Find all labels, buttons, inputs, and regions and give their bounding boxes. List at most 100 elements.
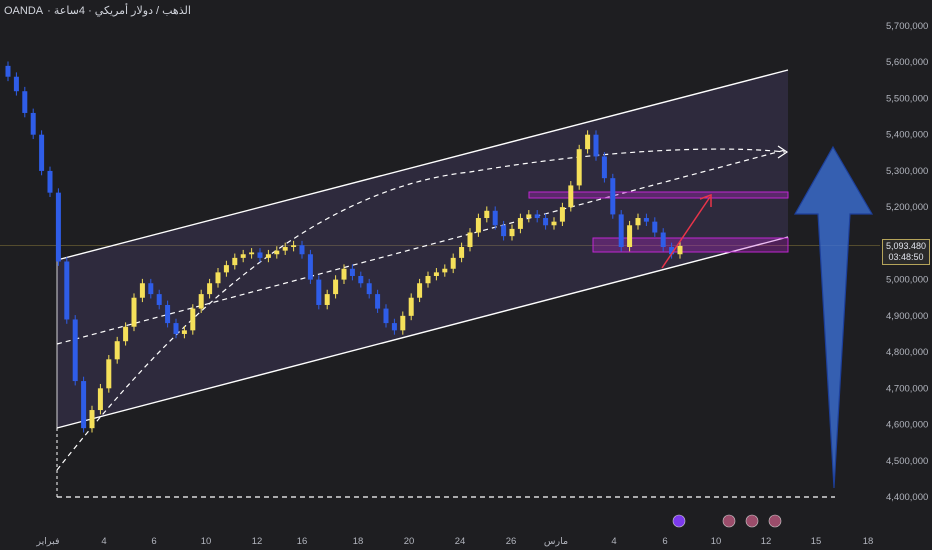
candle-body [89,410,95,429]
candle-body [425,275,431,284]
chart-header: OANDA · الذهب / دولار أمريكي · 4ساعة [4,4,195,17]
support-zone [592,237,789,253]
candle-body [627,225,633,248]
candle-body [484,210,490,219]
candle-body [341,268,347,280]
time-tick-label: 18 [863,536,874,547]
price-tick-label: 4,700,000 [886,383,928,394]
candle-body [173,323,179,334]
symbol-label[interactable]: OANDA [4,5,44,17]
price-tick-label: 5,700,000 [886,21,928,32]
candle-body [534,214,540,219]
candle-body [240,254,246,258]
candle-body [223,265,229,273]
candle-body [526,214,532,219]
candle-body [72,319,78,382]
candle-body [677,245,683,255]
time-tick-label: 6 [662,536,667,547]
channel-lower-line [56,236,789,429]
curve-dashed [56,148,786,471]
title-label: · الذهب / دولار أمريكي · 4ساعة [47,5,191,17]
candle-body [190,308,196,331]
candle-body [47,170,53,193]
candle-body [349,268,355,276]
candle-body [39,134,45,171]
time-tick-label: 4 [611,536,616,547]
candle-body [249,252,255,255]
candle-body [22,91,28,113]
price-tick-label: 4,500,000 [886,456,928,467]
candle-body [568,185,574,208]
candle-body [366,283,372,295]
candle-body [475,218,481,233]
candle-body [551,221,557,226]
countdown-timer: 03:48:50 [888,252,924,262]
candle-body [610,178,616,215]
time-tick-label: فبراير [35,536,59,547]
candle-body [333,279,339,295]
price-tick-label: 5,400,000 [886,130,928,141]
candle-body [307,254,313,280]
candle-body [467,232,473,248]
candle-body [660,232,666,248]
time-tick-label: 10 [711,536,722,547]
candle-body [593,134,599,157]
us-flag-icon [722,514,736,528]
candle-body [433,272,439,276]
candle-body [198,294,204,309]
time-tick-label: 16 [297,536,308,547]
candle-body [442,268,448,273]
candle-body [375,294,381,309]
candle-body [459,247,465,258]
candle-body [282,247,288,251]
time-tick-label: 10 [201,536,212,547]
us-flag-icon [768,514,782,528]
candle-body [450,257,456,269]
candle-body [652,221,658,233]
candle-body [81,381,87,429]
time-tick-label: 15 [811,536,822,547]
price-tick-label: 5,000,000 [886,275,928,286]
candle-body [299,245,305,255]
candle-body [139,283,145,298]
candle-body [131,297,137,327]
price-tick-label: 4,400,000 [886,492,928,503]
candle-body [358,275,364,284]
candle-body [635,218,641,226]
current-price-value: 5,093.480 [885,241,927,251]
candle-body [559,207,565,222]
price-tick-label: 5,600,000 [886,57,928,68]
candle-body [207,283,213,295]
candle-body [417,283,423,298]
candle-body [265,254,271,258]
lightning-icon [672,514,686,528]
candle-body [543,218,549,226]
candle-body [383,308,389,324]
resistance-zone [528,191,789,199]
us-flag-icon [745,514,759,528]
candle-body [618,214,624,248]
candle-body [391,323,397,331]
time-tick-label: 12 [761,536,772,547]
candle-body [291,245,297,248]
curve-arrowhead [777,145,789,159]
candle-body [257,252,263,258]
candle-body [13,76,19,92]
candle-body [64,261,70,320]
candle-body [55,192,61,262]
candle-body [492,210,498,226]
time-tick-label: 4 [101,536,106,547]
time-tick-label: 12 [252,536,263,547]
target-arrow-head [699,193,712,207]
candle-body [585,134,591,150]
candle-body [232,257,238,266]
candle-body [643,218,649,222]
candle-body [400,315,406,331]
price-tick-label: 4,900,000 [886,311,928,322]
candle-body [324,294,330,305]
time-tick-label: 24 [455,536,466,547]
candle-body [165,304,171,324]
price-tick-label: 4,800,000 [886,347,928,358]
